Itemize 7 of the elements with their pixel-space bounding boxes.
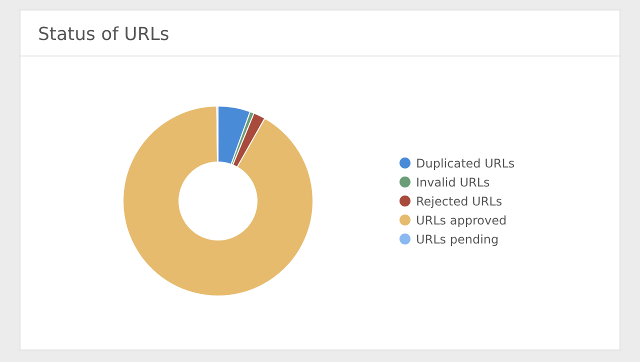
legend-label: Rejected URLs — [416, 194, 502, 208]
legend-label: URLs pending — [416, 232, 499, 246]
legend-label: Invalid URLs — [416, 176, 490, 190]
chart-title: Status of URLs — [38, 24, 170, 45]
legend-label: Duplicated URLs — [416, 156, 515, 170]
legend-label: URLs approved — [416, 214, 507, 228]
donut-slice — [122, 106, 314, 296]
